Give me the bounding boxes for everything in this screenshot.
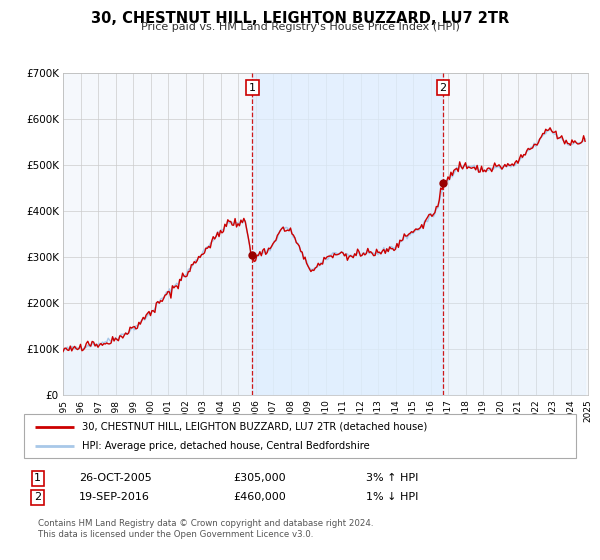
Text: This data is licensed under the Open Government Licence v3.0.: This data is licensed under the Open Gov…	[38, 530, 313, 539]
Text: £305,000: £305,000	[234, 473, 286, 483]
Text: 1: 1	[249, 82, 256, 92]
Text: HPI: Average price, detached house, Central Bedfordshire: HPI: Average price, detached house, Cent…	[82, 441, 370, 451]
FancyBboxPatch shape	[24, 414, 576, 458]
Text: 2: 2	[440, 82, 446, 92]
Bar	[253, 73, 443, 395]
Text: 3% ↑ HPI: 3% ↑ HPI	[366, 473, 419, 483]
Text: 19-SEP-2016: 19-SEP-2016	[79, 492, 150, 502]
Text: 1: 1	[34, 473, 41, 483]
Text: 26-OCT-2005: 26-OCT-2005	[79, 473, 152, 483]
Text: Contains HM Land Registry data © Crown copyright and database right 2024.: Contains HM Land Registry data © Crown c…	[38, 519, 373, 528]
Text: 30, CHESTNUT HILL, LEIGHTON BUZZARD, LU7 2TR (detached house): 30, CHESTNUT HILL, LEIGHTON BUZZARD, LU7…	[82, 422, 427, 432]
Text: Price paid vs. HM Land Registry's House Price Index (HPI): Price paid vs. HM Land Registry's House …	[140, 22, 460, 32]
Text: £460,000: £460,000	[234, 492, 287, 502]
Text: 1% ↓ HPI: 1% ↓ HPI	[366, 492, 419, 502]
Text: 2: 2	[34, 492, 41, 502]
Text: 30, CHESTNUT HILL, LEIGHTON BUZZARD, LU7 2TR: 30, CHESTNUT HILL, LEIGHTON BUZZARD, LU7…	[91, 11, 509, 26]
